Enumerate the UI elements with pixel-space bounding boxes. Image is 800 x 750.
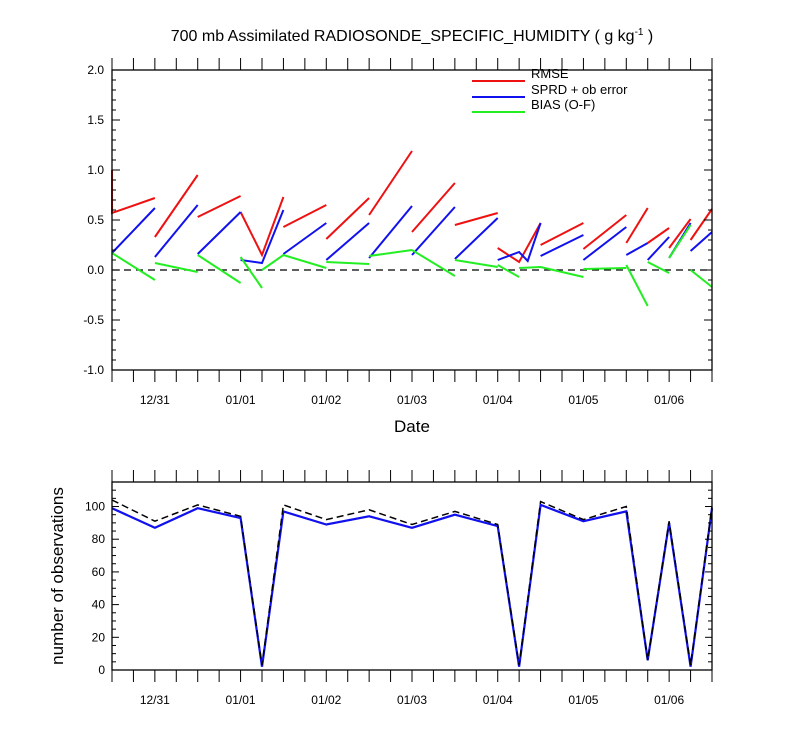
date-tick-label: 01/05 — [568, 393, 598, 407]
legend-label-bias: BIAS (O-F) — [531, 97, 595, 112]
rmse-line-segment — [368, 150, 413, 216]
rmse-line-segment — [111, 170, 156, 215]
date-tick-label: 01/05 — [568, 693, 598, 707]
series-sprd — [111, 204, 713, 265]
series-bias — [111, 224, 713, 307]
date-tick-label: 01/01 — [226, 393, 256, 407]
bias-line-segment — [668, 224, 692, 259]
rmse-line-segment — [668, 218, 692, 249]
date-tick-label: 01/01 — [226, 693, 256, 707]
rmse-line-segment — [540, 222, 584, 246]
rmse-line-segment — [625, 207, 649, 244]
rmse-line-segment — [282, 204, 327, 228]
observation-count-frame — [111, 481, 713, 671]
sprd-line-segment — [625, 242, 649, 256]
y-tick-label: -0.5 — [83, 313, 104, 327]
sprd-line-segment — [646, 236, 670, 261]
rmse-line-segment — [239, 196, 285, 258]
possible-observations-line — [111, 499, 713, 666]
bias-line-segment — [519, 265, 584, 278]
statistics-panel: -1.0 -0.5 0.0 0.5 1.0 1.5 2.0 12/31 01/01 01/02 01… — [83, 58, 713, 407]
rmse-line-segment — [197, 195, 242, 218]
sprd-line-segment — [497, 222, 542, 263]
sprd-line-segment — [282, 222, 327, 255]
y-tick-label: 80 — [92, 532, 106, 546]
sprd-line-segment — [368, 205, 413, 259]
chart-title: 700 mb Assimilated RADIOSONDE_SPECIFIC_H… — [171, 27, 654, 45]
rmse-line-segment — [411, 182, 456, 233]
bias-line-segment — [625, 264, 649, 307]
date-tick-label: 12/31 — [140, 693, 170, 707]
bias-line-segment — [326, 261, 370, 265]
y-tick-label: 0.0 — [87, 263, 104, 277]
date-tick-label: 01/03 — [397, 393, 427, 407]
bias-line-segment — [197, 254, 242, 284]
sprd-line-segment — [582, 226, 627, 261]
date-tick-label: 01/04 — [483, 393, 513, 407]
date-tick-label: 01/02 — [311, 693, 341, 707]
bias-line-segment — [111, 252, 156, 281]
bias-line-segment — [497, 264, 520, 278]
rmse-line-segment — [497, 222, 542, 264]
sprd-line-segment — [154, 204, 199, 258]
statistics-frame — [111, 69, 713, 371]
y-axis-title-observations: number of observations — [48, 487, 67, 665]
observation-count-panel: 0 20 40 60 80 100 12/31 01/01 01/02 01/03 01/04 01/… — [85, 470, 714, 707]
bias-line-segment — [154, 262, 198, 273]
y-tick-label: 100 — [85, 500, 105, 514]
sprd-line-segment — [111, 207, 156, 254]
sprd-line-segment — [689, 231, 713, 252]
bias-line-segment — [454, 259, 498, 268]
y-tick-label: 0 — [98, 663, 105, 677]
sprd-line-segment — [540, 234, 584, 257]
rmse-line-segment — [689, 208, 713, 241]
assimilated-observations-line — [111, 503, 714, 667]
y-tick-label: 60 — [92, 565, 106, 579]
date-tick-label: 01/02 — [311, 393, 341, 407]
bias-line-segment — [647, 261, 670, 274]
sprd-line-segment — [454, 217, 499, 260]
y-tick-label: 20 — [92, 630, 106, 644]
date-tick-label: 01/04 — [483, 693, 513, 707]
rmse-line-segment — [154, 174, 199, 238]
y-tick-label: 0.5 — [87, 213, 104, 227]
series-rmse — [111, 150, 713, 264]
y-tick-label: 2.0 — [87, 63, 104, 77]
y-tick-label: 40 — [92, 598, 106, 612]
rmse-line-segment — [454, 212, 498, 226]
rmse-line-segment — [582, 214, 627, 250]
y-tick-label: 1.5 — [87, 113, 104, 127]
x-axis-title: Date — [394, 417, 430, 436]
date-tick-label: 01/03 — [397, 693, 427, 707]
legend-label-rmse: RMSE — [531, 66, 569, 81]
bias-line-segment — [368, 249, 413, 257]
bias-line-segment — [261, 253, 327, 271]
y-tick-label: -1.0 — [83, 363, 104, 377]
sprd-line-segment — [240, 209, 285, 265]
sprd-line-segment — [411, 206, 456, 256]
bias-line-segment — [239, 256, 263, 289]
rmse-line-segment — [325, 197, 370, 240]
sprd-line-segment — [197, 211, 242, 255]
date-tick-label: 01/06 — [654, 693, 684, 707]
bias-line-segment — [689, 269, 713, 288]
date-tick-label: 12/31 — [140, 393, 170, 407]
y-tick-label: 1.0 — [87, 163, 104, 177]
bias-line-segment — [583, 267, 627, 270]
sprd-line-segment — [325, 222, 370, 261]
rmse-line-segment — [647, 227, 670, 244]
bias-line-segment — [411, 249, 456, 277]
date-tick-label: 01/06 — [654, 393, 684, 407]
legend-label-sprd: SPRD + ob error — [531, 82, 628, 97]
